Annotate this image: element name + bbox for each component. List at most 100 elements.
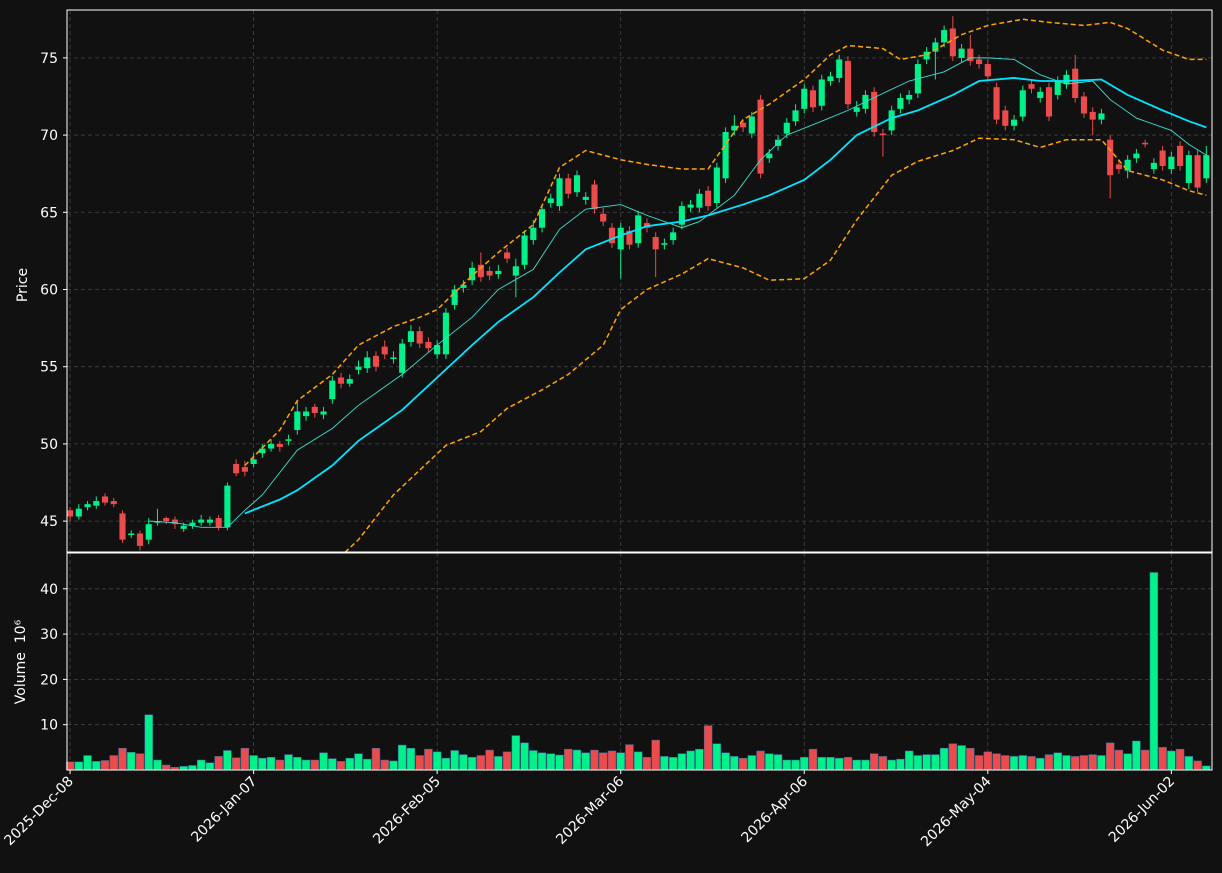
- candle-body: [136, 533, 144, 546]
- candle-body: [984, 64, 991, 77]
- y-tick-label: 55: [40, 360, 58, 376]
- volume-bar: [651, 739, 660, 771]
- y-tick-label: 30: [40, 627, 58, 643]
- volume-bar: [127, 752, 136, 771]
- volume-bar: [1202, 765, 1211, 771]
- volume-bar: [835, 757, 844, 771]
- volume-bar: [485, 749, 494, 771]
- volume-bar: [1175, 748, 1185, 771]
- candle-body: [163, 518, 170, 522]
- volume-bar: [581, 752, 590, 771]
- candle-body: [399, 343, 406, 373]
- candle-body: [1054, 81, 1061, 95]
- volume-bar: [625, 744, 634, 771]
- candle-body: [285, 439, 292, 441]
- candle-body: [521, 235, 528, 265]
- volume-bar: [162, 764, 171, 771]
- volume-bar: [546, 753, 555, 771]
- volume-bar: [1114, 749, 1124, 771]
- candle-body: [259, 448, 266, 454]
- candle-body: [766, 153, 773, 159]
- volume-bar: [1044, 754, 1054, 771]
- volume-bar: [266, 757, 276, 771]
- volume-bar: [869, 753, 879, 771]
- candle-body: [171, 519, 179, 525]
- volume-bar: [974, 755, 984, 771]
- candle-body: [346, 379, 353, 384]
- volume-bar: [800, 757, 809, 771]
- candle-body: [93, 501, 100, 506]
- volume-bar: [782, 759, 791, 771]
- candle-body: [801, 88, 808, 109]
- candle-body: [477, 264, 484, 278]
- volume-bar: [441, 757, 451, 771]
- candle-body: [451, 289, 458, 305]
- candle-body: [740, 122, 747, 128]
- volume-bar: [861, 759, 870, 771]
- volume-bar: [371, 748, 381, 771]
- candle-body: [731, 125, 738, 131]
- candle-body: [294, 411, 301, 431]
- candle-body: [556, 178, 563, 207]
- candle-body: [416, 331, 423, 344]
- volume-bar: [406, 748, 416, 771]
- candle-body: [923, 51, 930, 60]
- candle-body: [128, 533, 135, 536]
- candle-body: [827, 76, 834, 82]
- volume-bar: [520, 742, 529, 771]
- volume-bar: [310, 759, 319, 771]
- volume-bar: [537, 752, 547, 771]
- y-tick-label: 60: [40, 282, 58, 298]
- volume-bar: [983, 751, 992, 771]
- candle-body: [958, 48, 965, 58]
- volume-bar: [1167, 750, 1176, 771]
- y-tick-label: 50: [40, 437, 58, 453]
- candle-body: [320, 411, 327, 415]
- volume-bar: [966, 748, 975, 771]
- y-tick-label: 70: [40, 128, 58, 144]
- candle-body: [818, 79, 825, 106]
- volume-bar: [83, 755, 92, 771]
- overlay-lines: [148, 18, 1207, 552]
- volume-bar: [345, 757, 354, 771]
- candle-body: [888, 110, 895, 131]
- candle-body: [512, 266, 519, 276]
- candle-body: [1194, 155, 1201, 188]
- volume-bar: [1001, 755, 1010, 771]
- volume-bar: [1140, 749, 1150, 771]
- volume-bar: [1088, 754, 1097, 771]
- candle-body: [844, 60, 852, 105]
- volume-bar: [686, 750, 695, 771]
- volume-bar: [1105, 742, 1115, 771]
- candle-body: [189, 522, 196, 526]
- volume-bar: [1123, 753, 1132, 771]
- moving-average-line: [244, 77, 1207, 515]
- candle-body: [1185, 155, 1192, 183]
- candle-body: [1037, 91, 1044, 99]
- volume-bar: [502, 751, 512, 771]
- volume-bar: [1184, 756, 1194, 771]
- volume-bar: [240, 748, 250, 771]
- candle-body: [101, 496, 109, 503]
- volume-bar: [695, 748, 704, 771]
- candle-body: [836, 59, 843, 78]
- volume-bar: [992, 753, 1001, 771]
- candle-body: [364, 357, 371, 369]
- candle-body: [687, 204, 694, 208]
- candle-body: [180, 525, 187, 529]
- candle-body: [713, 167, 720, 204]
- candle-body: [1045, 87, 1053, 117]
- volume-bar: [1132, 740, 1141, 771]
- candle-body: [1089, 111, 1096, 120]
- volume-bar: [467, 757, 477, 771]
- y-tick-label: 45: [40, 514, 58, 530]
- volume-bar: [380, 759, 389, 771]
- candle-body: [967, 48, 974, 61]
- candle-body: [442, 312, 449, 355]
- volume-bar: [555, 754, 564, 771]
- y-tick-label: 20: [40, 672, 58, 688]
- candle-body: [1002, 110, 1009, 126]
- volume-bar: [1158, 747, 1167, 771]
- candle-body: [1080, 96, 1088, 114]
